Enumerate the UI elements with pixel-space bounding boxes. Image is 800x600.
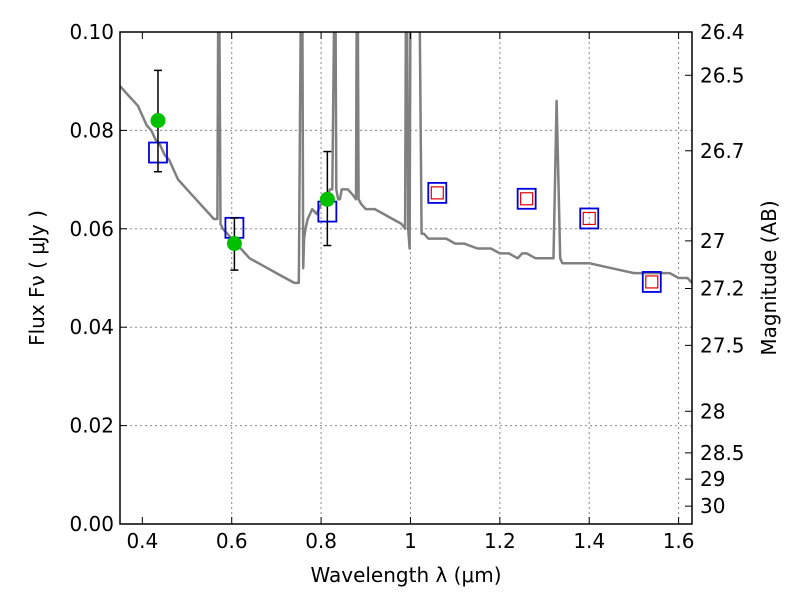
mag-tick-label: 29: [700, 467, 725, 491]
mag-tick-label: 28.5: [700, 441, 745, 465]
x-axis-label: Wavelength λ (μm): [310, 563, 501, 587]
y-tick-label: 0.02: [69, 414, 114, 438]
plot-frame: [119, 31, 693, 525]
x-tick-label: 1.2: [484, 529, 516, 553]
y-axis-label: Flux Fν ( μJy ): [25, 210, 49, 346]
y-tick-label: 0.04: [69, 315, 114, 339]
axis-ticks: 0.4 0.6 0.8 1 1.2 1.4 1.6 0.00 0.02 0.04 0.06 0.08 0…: [69, 20, 744, 553]
y-tick-label: 0.08: [69, 118, 114, 142]
x-tick-label: 0.4: [126, 529, 158, 553]
y-tick-label: 0.06: [69, 217, 114, 241]
model-band-square: [516, 187, 537, 210]
mag-tick-label: 27.5: [700, 333, 745, 357]
mag-tick-label: 26.7: [700, 139, 745, 163]
predicted-band-square: [645, 275, 659, 289]
predicted-band-square: [430, 186, 444, 200]
x-tick-label: 0.6: [216, 529, 248, 553]
observed-point: [150, 113, 166, 129]
mag-tick-label: 26.4: [700, 20, 745, 44]
y-tick-label: 0.10: [69, 20, 114, 44]
grid-lines: [120, 32, 692, 524]
model-band-square: [579, 207, 600, 230]
mag-tick-label: 30: [700, 494, 725, 518]
model-band-square: [641, 271, 662, 293]
x-tick-label: 1.4: [573, 529, 605, 553]
y-tick-label: 0.00: [69, 512, 114, 536]
y-axis-right-label: Magnitude (AB): [757, 200, 781, 355]
mag-tick-label: 28: [700, 399, 725, 423]
observed-point: [319, 191, 335, 207]
predicted-band-square: [582, 211, 596, 226]
mag-tick-label: 26.5: [700, 63, 745, 87]
mag-tick-label: 27: [700, 229, 725, 253]
mag-tick-label: 27.2: [700, 277, 745, 301]
x-tick-label: 1.6: [663, 529, 695, 553]
model-band-square: [427, 181, 448, 204]
model-sed-line: [120, 32, 692, 285]
x-tick-label: 0.8: [305, 529, 337, 553]
x-tick-label: 1: [404, 529, 417, 553]
predicted-band-square: [520, 192, 534, 206]
plot-area: [120, 32, 692, 293]
observed-point: [226, 236, 242, 252]
